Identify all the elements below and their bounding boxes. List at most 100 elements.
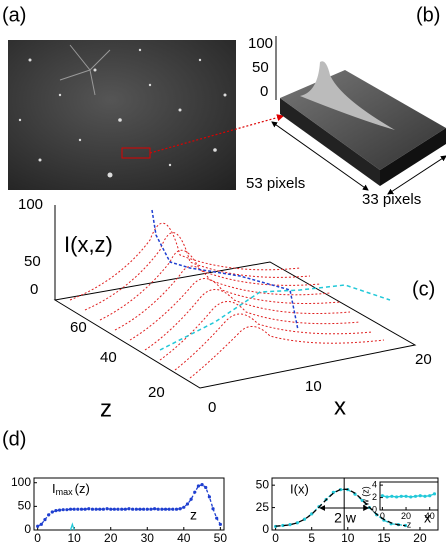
z-tick-label: 50 bbox=[252, 59, 269, 76]
data-point bbox=[102, 508, 105, 511]
z-tick-label: 0 bbox=[260, 83, 268, 100]
y-tick-label: 0 bbox=[372, 504, 377, 514]
data-point bbox=[69, 508, 72, 511]
data-point bbox=[36, 525, 39, 528]
surface-plot bbox=[272, 36, 446, 194]
data-point bbox=[113, 508, 116, 511]
data-point bbox=[157, 508, 160, 511]
data-point bbox=[65, 508, 68, 511]
data-point bbox=[153, 507, 156, 510]
panel-label: (a) bbox=[2, 4, 26, 26]
y-tick-label: 50 bbox=[18, 499, 32, 513]
panel-label: (c) bbox=[412, 278, 435, 300]
data-point bbox=[197, 484, 200, 487]
data-point bbox=[124, 508, 127, 511]
annotation: z bbox=[190, 507, 197, 523]
data-point bbox=[428, 494, 431, 497]
y-tick-label: 25 bbox=[256, 500, 270, 514]
x-tick-label: 15 bbox=[377, 531, 391, 545]
axis-label: 53 pixels bbox=[246, 175, 305, 192]
x-tick-label: 0 bbox=[380, 511, 385, 521]
x-tick-label: 50 bbox=[214, 531, 228, 545]
data-point bbox=[109, 508, 112, 511]
data-point bbox=[84, 508, 87, 511]
data-point bbox=[80, 508, 83, 511]
data-point bbox=[433, 492, 436, 495]
data-point bbox=[43, 518, 46, 521]
data-point bbox=[76, 508, 79, 511]
data-point bbox=[149, 508, 152, 511]
x-tick-label: 30 bbox=[141, 531, 155, 545]
z-tick-label: 60 bbox=[70, 319, 87, 336]
data-point bbox=[190, 498, 193, 501]
x-tick-label: 20 bbox=[415, 351, 432, 368]
data-point bbox=[160, 508, 163, 511]
data-point bbox=[404, 495, 407, 498]
data-point bbox=[182, 506, 185, 509]
data-point bbox=[142, 508, 145, 511]
x-tick-label: 10 bbox=[305, 378, 322, 395]
data-point bbox=[288, 523, 291, 526]
data-point bbox=[91, 508, 94, 511]
axis-label: 33 pixels bbox=[362, 191, 421, 208]
data-point bbox=[186, 502, 189, 505]
data-point bbox=[131, 508, 134, 511]
data-point bbox=[423, 495, 426, 498]
data-point bbox=[127, 507, 130, 510]
data-point bbox=[168, 508, 171, 511]
y-tick-label: 4 bbox=[372, 479, 377, 489]
data-point bbox=[135, 508, 138, 511]
data-point bbox=[146, 508, 149, 511]
x-tick-label: 20 bbox=[413, 531, 427, 545]
i-tick-label: 0 bbox=[30, 281, 38, 298]
data-point bbox=[120, 508, 123, 511]
axis-label: x bbox=[334, 393, 346, 420]
data-point bbox=[73, 508, 76, 511]
x-tick-label: 5 bbox=[308, 531, 315, 545]
data-point bbox=[395, 495, 398, 498]
y-tick-label: 50 bbox=[256, 477, 270, 491]
data-point bbox=[175, 508, 178, 511]
data-point bbox=[414, 495, 417, 498]
axis-label: z bbox=[407, 519, 412, 529]
data-point bbox=[386, 495, 389, 498]
data-point bbox=[208, 495, 211, 498]
chart-title-sub: max bbox=[56, 487, 74, 497]
i-tick-label: 100 bbox=[18, 196, 43, 213]
data-point bbox=[40, 523, 43, 526]
data-point bbox=[116, 508, 119, 511]
axis-label: z bbox=[100, 395, 112, 422]
data-point bbox=[381, 494, 384, 497]
data-point bbox=[211, 507, 214, 510]
i-tick-label: 50 bbox=[24, 253, 41, 270]
data-point bbox=[95, 508, 98, 511]
y-tick-label: 100 bbox=[11, 475, 31, 489]
data-point bbox=[51, 510, 54, 513]
data-point bbox=[62, 508, 65, 511]
data-point bbox=[171, 508, 174, 511]
x-tick-label: 40 bbox=[425, 511, 435, 521]
data-point bbox=[200, 483, 203, 486]
data-point bbox=[98, 508, 101, 511]
axis-label: w (z) bbox=[360, 486, 370, 507]
data-point bbox=[219, 523, 222, 526]
data-point bbox=[138, 508, 141, 511]
data-point bbox=[215, 517, 218, 520]
series-line bbox=[71, 524, 75, 530]
x-tick-label: 0 bbox=[208, 399, 216, 416]
data-point bbox=[409, 495, 412, 498]
y-tick-label: 0 bbox=[24, 522, 31, 536]
data-point bbox=[179, 507, 182, 510]
x-tick-label: 10 bbox=[68, 531, 82, 545]
data-point bbox=[47, 513, 50, 516]
chart-title: I(x) bbox=[290, 481, 309, 496]
y-tick-label: 2 bbox=[372, 492, 377, 502]
panel-label: (b) bbox=[416, 4, 440, 26]
data-point bbox=[58, 509, 61, 512]
x-tick-label: 0 bbox=[34, 531, 41, 545]
data-point bbox=[164, 508, 167, 511]
x-tick-label: 10 bbox=[341, 531, 355, 545]
data-point bbox=[87, 507, 90, 510]
y-tick-label: 0 bbox=[262, 522, 269, 536]
plot-title: I(x,z) bbox=[64, 232, 113, 257]
